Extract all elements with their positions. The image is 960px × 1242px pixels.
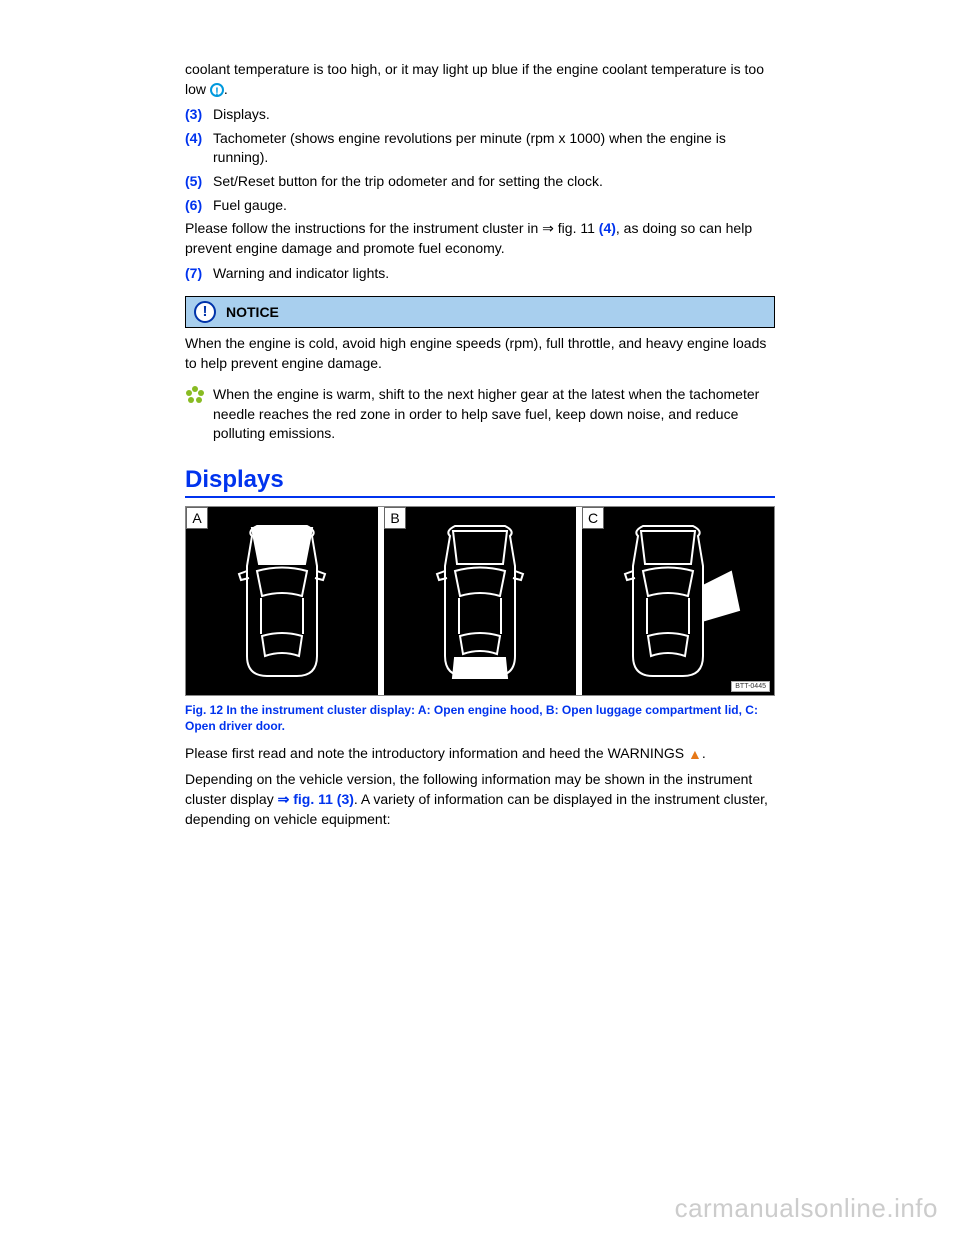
list-num-5: (5) <box>185 172 213 192</box>
eco-tip-text: When the engine is warm, shift to the ne… <box>213 385 775 444</box>
note1-ref: (4) <box>599 220 616 236</box>
note1-before: Please follow the instructions for the i… <box>185 220 599 236</box>
eco-tip: When the engine is warm, shift to the ne… <box>185 385 775 444</box>
list-text: Displays. <box>213 105 775 125</box>
note-paragraph-1: Please follow the instructions for the i… <box>185 219 775 258</box>
after-fig-1-after: . <box>702 745 706 761</box>
notice-box: ! NOTICE <box>185 296 775 328</box>
list-item: (5) Set/Reset button for the trip odomet… <box>185 172 775 192</box>
list-text: Warning and indicator lights. <box>213 264 775 284</box>
list-item: (6) Fuel gauge. <box>185 196 775 216</box>
displays-heading: Displays <box>185 466 775 498</box>
info-icon: ! <box>210 83 224 97</box>
intro-text-after: . <box>224 81 228 97</box>
list-num-4: (4) <box>185 129 213 168</box>
fig-11-ref: ⇒ fig. 11 (3) <box>278 791 354 807</box>
list-num-6: (6) <box>185 196 213 216</box>
panel-label-b: B <box>384 507 406 529</box>
after-fig-1-before: Please first read and note the introduct… <box>185 745 688 761</box>
after-fig-line1: Please first read and note the introduct… <box>185 744 775 764</box>
panel-label-c: C <box>582 507 604 529</box>
notice-body: When the engine is cold, avoid high engi… <box>185 334 775 373</box>
figure-caption: Fig. 12 In the instrument cluster displa… <box>185 702 775 734</box>
list-item: (3) Displays. <box>185 105 775 125</box>
flower-icon <box>185 385 213 444</box>
panel-label-a: A <box>186 507 208 529</box>
notice-label: NOTICE <box>226 304 279 320</box>
intro-paragraph: coolant temperature is too high, or it m… <box>185 60 775 99</box>
list-num-7: (7) <box>185 264 213 284</box>
list-text: Fuel gauge. <box>213 196 775 216</box>
figure-panel-c: C <box>576 507 774 695</box>
notice-icon: ! <box>194 301 216 323</box>
list-num-3: (3) <box>185 105 213 125</box>
figure-panel-b: B <box>378 507 576 695</box>
watermark: carmanualsonline.info <box>675 1193 938 1224</box>
list-item: (4) Tachometer (shows engine revolutions… <box>185 129 775 168</box>
list-text: Tachometer (shows engine revolutions per… <box>213 129 775 168</box>
figure-12: A <box>185 506 775 696</box>
list-text: Set/Reset button for the trip odometer a… <box>213 172 775 192</box>
numbered-list: (3) Displays. (4) Tachometer (shows engi… <box>185 105 775 215</box>
figure-id: BTT-0445 <box>731 681 770 692</box>
figure-panel-a: A <box>186 507 378 695</box>
intro-text-before: coolant temperature is too high, or it m… <box>185 61 764 97</box>
list-item: (7) Warning and indicator lights. <box>185 264 775 284</box>
after-fig-line2: Depending on the vehicle version, the fo… <box>185 770 775 829</box>
warning-triangle-icon: ▲ <box>688 745 702 765</box>
